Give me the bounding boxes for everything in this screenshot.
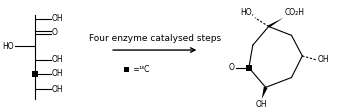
Text: O: O	[52, 28, 57, 37]
Text: =: =	[131, 65, 142, 74]
Text: CO₂H: CO₂H	[285, 8, 305, 17]
Text: OH: OH	[317, 55, 329, 64]
Text: OH: OH	[52, 69, 63, 78]
Text: HO: HO	[2, 42, 14, 51]
Text: OH: OH	[256, 100, 268, 109]
Polygon shape	[262, 87, 268, 99]
Text: OH: OH	[52, 85, 63, 94]
Text: OH: OH	[52, 55, 63, 64]
Text: HO,: HO,	[240, 8, 254, 17]
Polygon shape	[268, 18, 284, 28]
Text: OH: OH	[52, 14, 63, 23]
Bar	[246, 65, 252, 71]
Text: ¹³C: ¹³C	[139, 65, 150, 74]
Text: Four enzyme catalysed steps: Four enzyme catalysed steps	[89, 34, 221, 43]
Bar	[32, 71, 38, 77]
Bar	[124, 67, 129, 72]
Text: O: O	[229, 63, 235, 72]
